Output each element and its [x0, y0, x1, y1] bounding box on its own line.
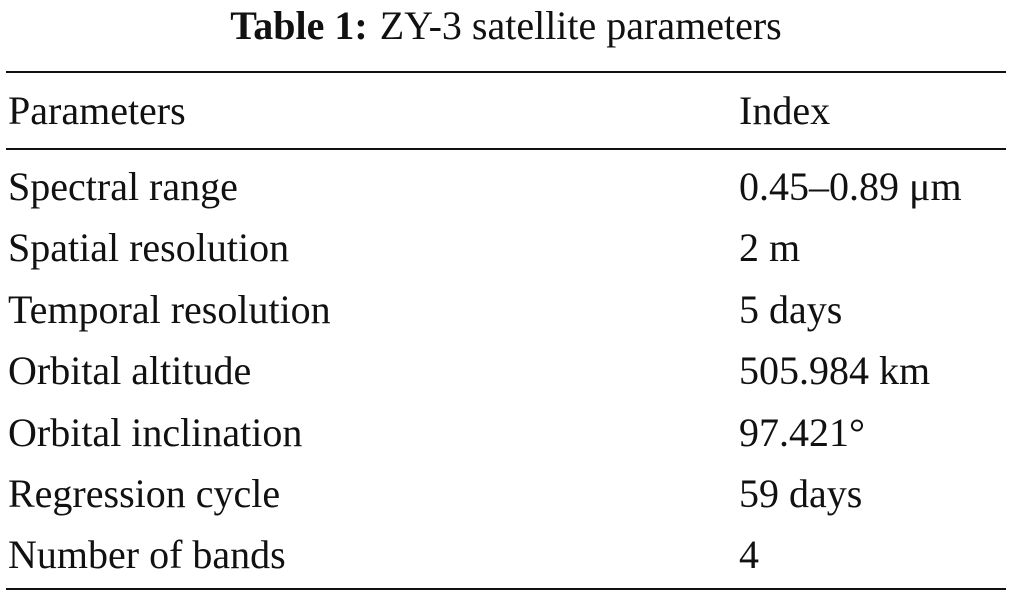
index-cell: 4 — [739, 532, 759, 577]
table-row: Orbital inclination 97.421° — [0, 409, 1012, 457]
table-row: Regression cycle 59 days — [0, 470, 1012, 518]
parameter-cell: Spectral range — [8, 164, 238, 209]
table-row: Number of bands 4 — [0, 531, 1012, 579]
index-cell: 97.421° — [739, 410, 865, 455]
table-caption-label: Table 1: — [230, 3, 368, 48]
table-caption: Table 1: ZY-3 satellite parameters — [0, 2, 1012, 50]
table-row: Spectral range 0.45–0.89 μm — [0, 163, 1012, 211]
table-caption-title: ZY-3 satellite parameters — [379, 3, 782, 48]
table-top-rule — [6, 71, 1006, 73]
table-row: Temporal resolution 5 days — [0, 286, 1012, 334]
table-row: Spatial resolution 2 m — [0, 224, 1012, 272]
index-cell: 0.45–0.89 μm — [739, 164, 962, 209]
index-cell: 505.984 km — [739, 348, 931, 393]
parameter-cell: Orbital altitude — [8, 348, 252, 393]
index-cell: 59 days — [739, 471, 863, 516]
table-header-row: Parameters Index — [0, 87, 1012, 135]
table-row: Orbital altitude 505.984 km — [0, 347, 1012, 395]
table-header-rule — [6, 148, 1006, 150]
table-bottom-rule — [6, 588, 1006, 590]
parameter-cell: Orbital inclination — [8, 410, 303, 455]
parameter-cell: Number of bands — [8, 532, 286, 577]
index-cell: 5 days — [739, 287, 843, 332]
column-header-parameters: Parameters — [8, 88, 186, 133]
column-header-index: Index — [739, 88, 831, 133]
parameter-cell: Temporal resolution — [8, 287, 331, 332]
parameter-cell: Spatial resolution — [8, 225, 290, 270]
parameter-cell: Regression cycle — [8, 471, 281, 516]
index-cell: 2 m — [739, 225, 801, 270]
